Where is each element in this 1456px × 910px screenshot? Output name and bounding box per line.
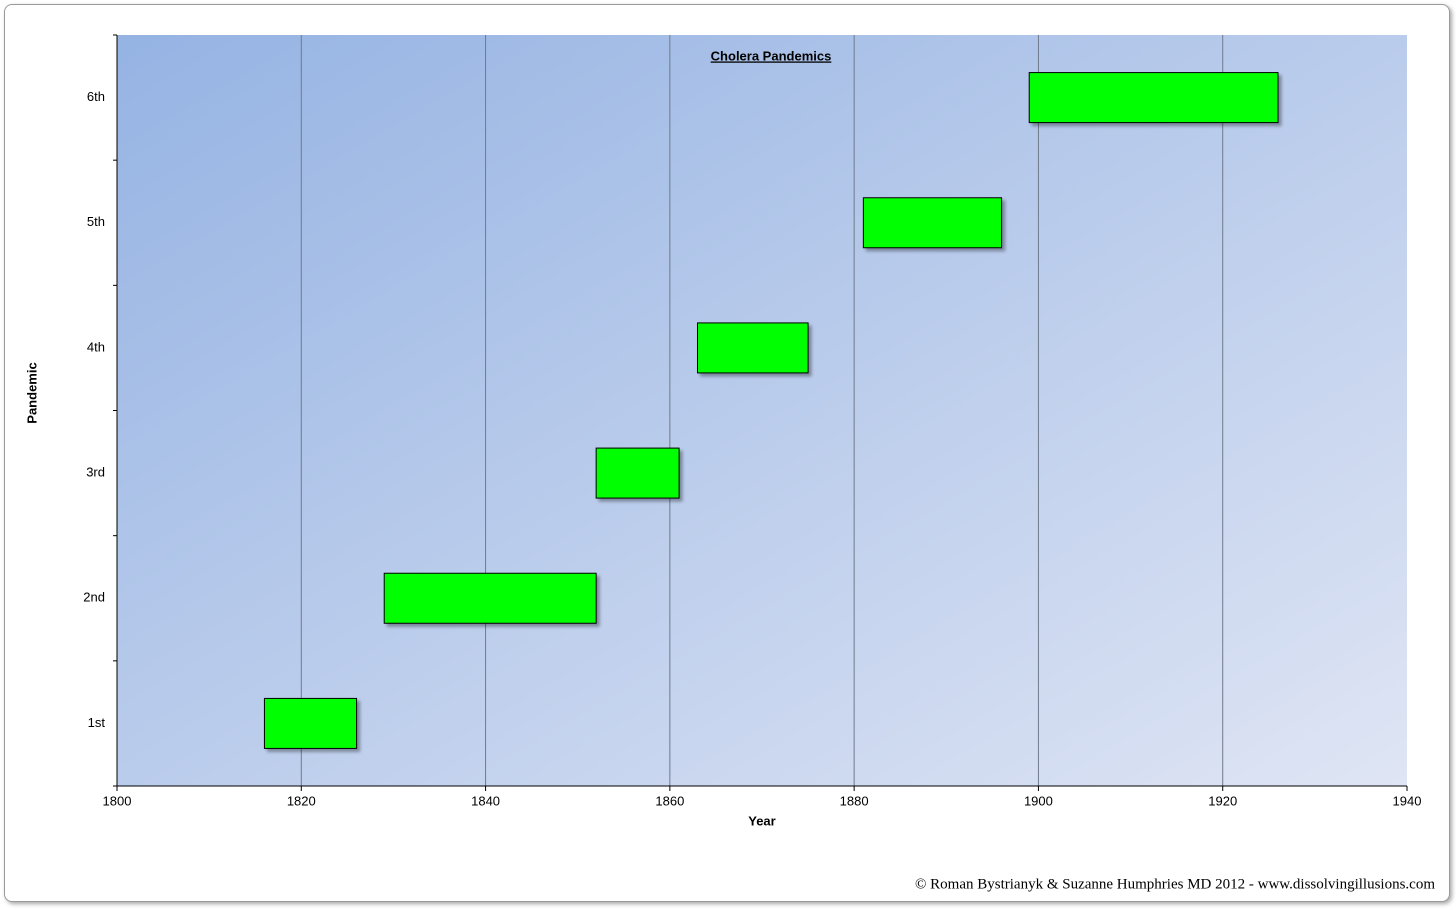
copyright: © Roman Bystrianyk & Suzanne Humphries M… xyxy=(915,876,1435,892)
x-tick-label: 1940 xyxy=(1393,793,1422,808)
bar xyxy=(1028,72,1279,124)
chart-title: Cholera Pandemics xyxy=(711,48,832,63)
x-tick-label: 1820 xyxy=(287,793,316,808)
x-tick-label: 1920 xyxy=(1208,793,1237,808)
bar xyxy=(697,322,809,374)
x-tick-label: 1880 xyxy=(840,793,869,808)
y-tick-label: 6th xyxy=(87,89,105,104)
x-axis-label: Year xyxy=(748,813,775,828)
y-tick-label: 1st xyxy=(88,715,106,730)
y-tick-label: 5th xyxy=(87,214,105,229)
y-axis-label: Pandemic xyxy=(24,362,39,423)
y-tick-label: 2nd xyxy=(83,590,105,605)
x-tick-label: 1900 xyxy=(1024,793,1053,808)
plot-area xyxy=(117,35,1407,786)
y-tick-label: 4th xyxy=(87,339,105,354)
x-tick-label: 1800 xyxy=(103,793,132,808)
bar xyxy=(263,697,358,749)
x-tick-label: 1840 xyxy=(471,793,500,808)
bar xyxy=(383,572,597,624)
x-tick-label: 1860 xyxy=(655,793,684,808)
bar xyxy=(862,197,1003,249)
bar xyxy=(595,447,680,499)
y-tick-label: 3rd xyxy=(86,465,105,480)
